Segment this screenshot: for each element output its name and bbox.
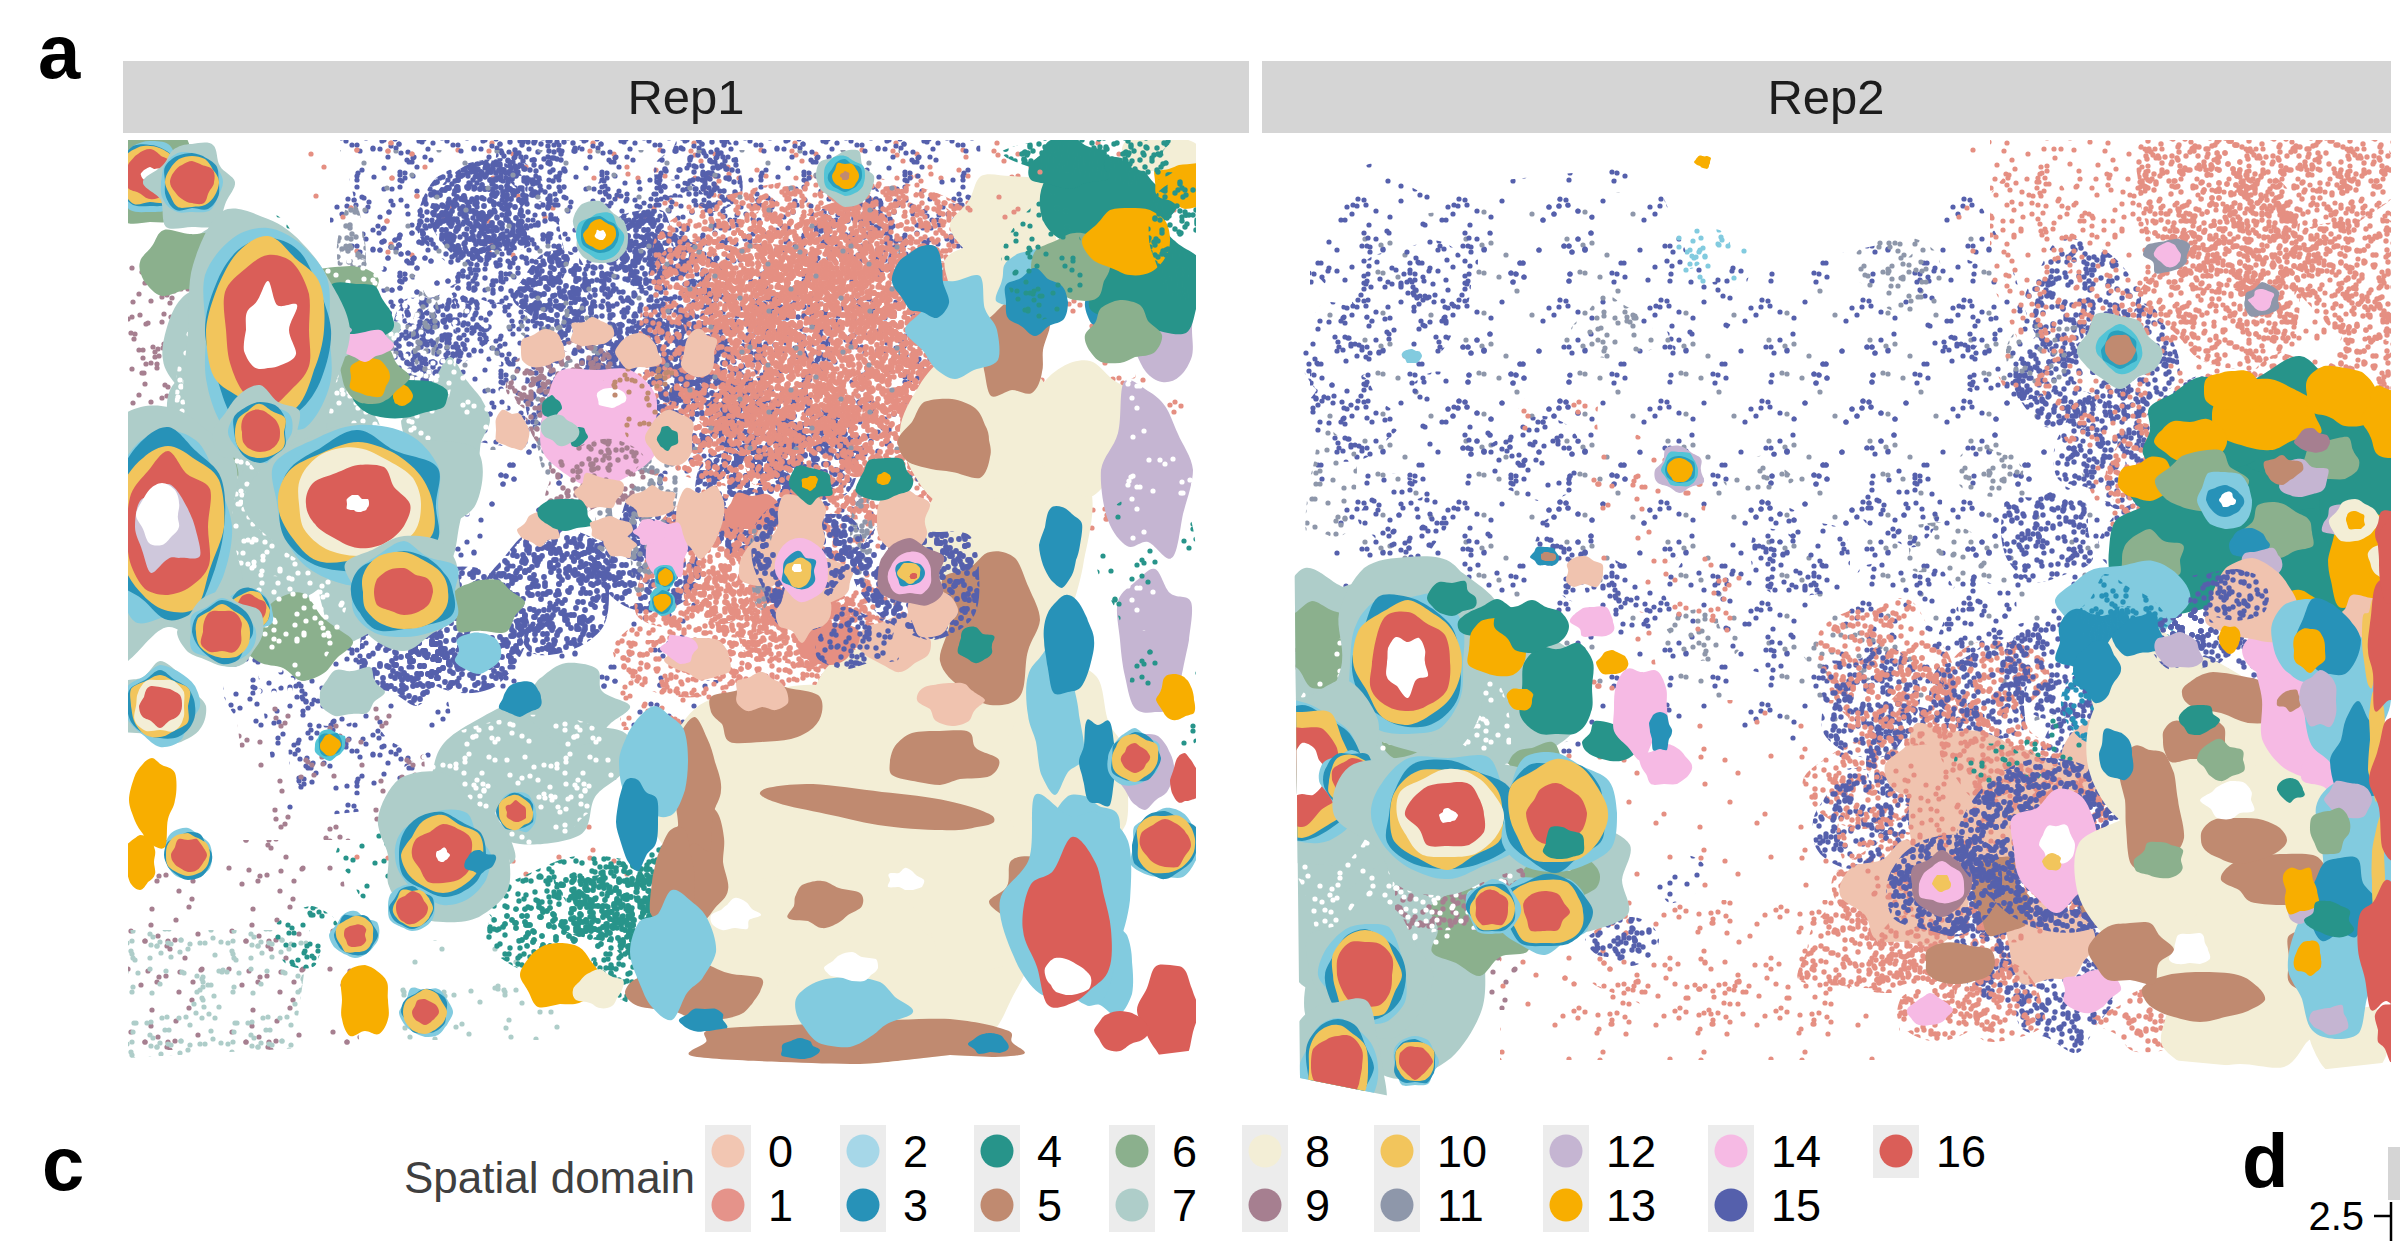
svg-text:10: 10 <box>1437 1126 1487 1177</box>
svg-text:Rep2: Rep2 <box>1767 70 1884 124</box>
svg-text:12: 12 <box>1606 1126 1656 1177</box>
svg-text:8: 8 <box>1305 1126 1330 1177</box>
svg-text:c: c <box>42 1121 84 1206</box>
svg-text:13: 13 <box>1606 1180 1656 1231</box>
svg-text:0: 0 <box>768 1126 793 1177</box>
svg-text:a: a <box>38 9 81 94</box>
svg-text:2.5: 2.5 <box>2308 1194 2364 1238</box>
svg-text:d: d <box>2242 1118 2288 1203</box>
svg-text:Spatial domain: Spatial domain <box>404 1153 695 1202</box>
svg-text:1: 1 <box>768 1180 793 1231</box>
svg-text:15: 15 <box>1771 1180 1821 1231</box>
svg-text:14: 14 <box>1771 1126 1821 1177</box>
svg-text:Rep1: Rep1 <box>627 70 744 124</box>
svg-text:4: 4 <box>1037 1126 1062 1177</box>
svg-text:6: 6 <box>1172 1126 1197 1177</box>
svg-text:5: 5 <box>1037 1180 1062 1231</box>
svg-text:3: 3 <box>903 1180 928 1231</box>
svg-text:11: 11 <box>1437 1180 1484 1231</box>
svg-text:9: 9 <box>1305 1180 1330 1231</box>
svg-text:2: 2 <box>903 1126 928 1177</box>
svg-text:16: 16 <box>1936 1126 1986 1177</box>
svg-text:7: 7 <box>1172 1180 1197 1231</box>
